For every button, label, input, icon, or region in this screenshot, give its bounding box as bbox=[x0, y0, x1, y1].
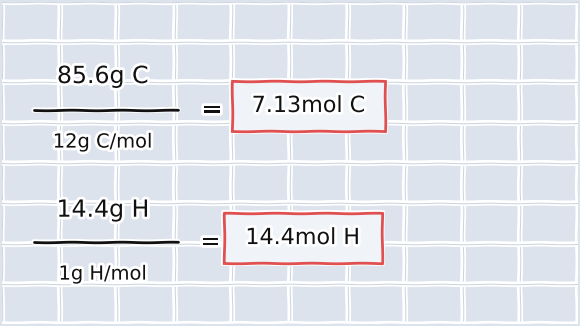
Text: =: = bbox=[200, 230, 221, 254]
Text: =: = bbox=[202, 98, 223, 122]
Text: 7.13mol C: 7.13mol C bbox=[252, 96, 365, 116]
Bar bbox=[224, 213, 382, 263]
Text: 14.4mol H: 14.4mol H bbox=[245, 228, 360, 248]
Bar bbox=[233, 81, 385, 131]
Text: 85.6g C: 85.6g C bbox=[57, 64, 148, 88]
Text: 1g H/mol: 1g H/mol bbox=[59, 265, 147, 284]
Text: 12g C/mol: 12g C/mol bbox=[53, 133, 153, 152]
Text: 14.4g H: 14.4g H bbox=[56, 198, 149, 222]
